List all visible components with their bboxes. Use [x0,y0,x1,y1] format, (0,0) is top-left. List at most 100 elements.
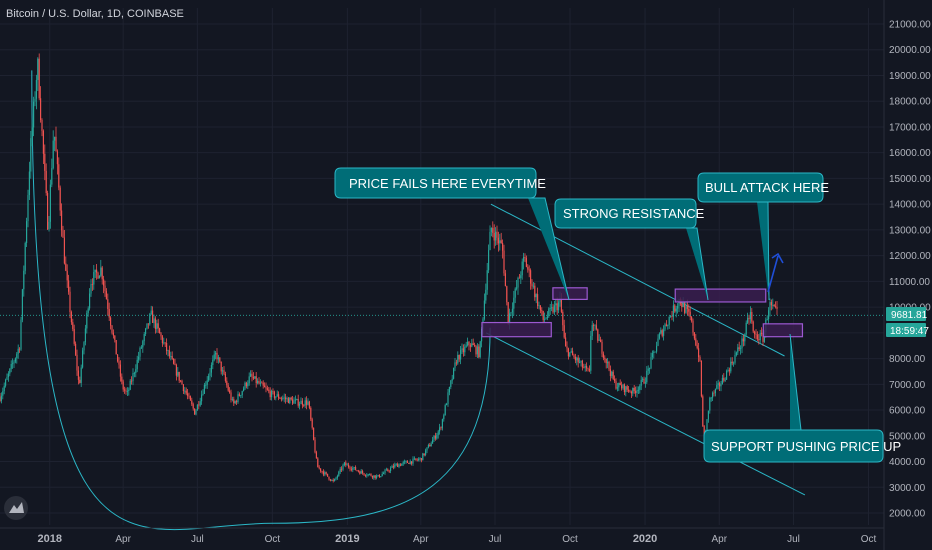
candle-body [521,261,523,276]
candle-body [612,371,614,380]
candle-body [461,348,463,350]
candle-body [430,443,432,447]
candle-body [579,362,581,364]
candle-body [259,382,261,384]
time-tick-label: 2018 [38,533,62,545]
candle-body [754,331,756,334]
candle-body [94,269,96,273]
candle-body [10,363,12,369]
callout-strong-resistance[interactable]: STRONG RESISTANCE [554,198,709,301]
price-axis[interactable]: 21000.00 20000.00 19000.00 18000.00 17000.00… [883,0,932,550]
candle-body [646,370,648,383]
candle-body [111,325,113,333]
candle-body [748,317,750,320]
candle-body [419,458,421,460]
candle-body [531,283,533,287]
price-tick-label: 15000.00 [889,174,931,185]
candle-body [665,324,667,326]
candle-body [573,355,575,358]
candle-body [314,439,316,453]
candle-body [730,361,732,372]
candle-body [153,318,155,323]
candle-body [146,323,148,329]
candle-body [294,399,296,401]
candle-body [257,380,259,384]
candle-body [104,285,106,292]
candle-body [48,221,50,230]
candle-body [101,267,103,280]
bull-arrow[interactable] [767,252,784,293]
candle-body [630,391,632,394]
candle-body [332,479,334,481]
candle-body [122,381,124,390]
price-tick-label: 21000.00 [889,20,931,31]
candle-body [580,360,582,363]
candle-body [658,333,660,339]
callout-bull-attack[interactable]: BULL ATTACK HERE [697,172,829,301]
candle-body [163,342,165,344]
candle-body [360,471,362,474]
candle-body [58,164,60,188]
candle-body [670,316,672,318]
candle-body [93,272,95,285]
resistance-zone [674,288,767,303]
candle-body [632,387,634,394]
candle-body [511,308,513,313]
candle-body [353,467,355,469]
last-price-badge: 9681.81 18:59:47 [886,307,929,337]
candle-body [534,285,536,298]
candle-body [118,361,120,365]
time-axis[interactable]: 2018 Apr Jul Oct 2019 Apr Jul Oct 2020 Apr Jul Oct [0,527,884,545]
candle-body [735,352,737,355]
candle-body [516,287,518,289]
candle-body [766,319,768,320]
candle-body [238,394,240,396]
candle-body [140,347,142,349]
candle-body [719,383,721,387]
time-tick-label: Jul [191,534,204,545]
candle-body [115,339,117,355]
candle-body [0,395,3,401]
candle-body [609,369,611,377]
price-tick-label: 11000.00 [889,277,930,288]
callout-support-pushing[interactable]: SUPPORT PUSHING PRICE UP [703,333,901,463]
candle-body [440,427,442,429]
callout-price-fails[interactable]: PRICE FAILS HERE EVERYTIME [334,167,570,301]
candle-body [467,341,469,346]
candle-body [373,475,375,478]
candle-body [693,332,695,339]
candle-body [733,362,735,364]
callout-price-fails-text: PRICE FAILS HERE EVERYTIME [349,176,546,191]
candle-body [492,227,494,233]
support-zone [762,323,804,338]
candle-body [12,363,14,365]
time-tick-label: Apr [711,534,727,545]
candle-body [376,475,378,478]
candle-body [751,312,753,322]
candle-body [315,452,317,459]
candle-body [380,476,382,478]
candle-body [124,389,126,391]
candle-body [318,467,320,469]
candle-body [567,348,569,357]
candle-body [367,474,369,476]
candle-body [439,427,441,432]
candle-body [156,323,158,329]
candle-body [166,342,168,351]
candle-body [682,302,684,308]
candle-body [272,390,274,392]
candle-body [226,380,228,386]
candle-body [110,317,112,326]
candle-body [524,256,526,259]
candle-body [404,461,406,463]
candle-body [691,317,693,321]
candle-body [31,127,33,139]
candle-body [215,352,217,355]
candle-body [734,354,736,363]
candle-body [335,477,337,479]
candle-body [434,435,436,439]
candle-body [447,392,449,404]
last-price-value: 9681.81 [891,310,928,321]
tradingview-logo[interactable] [4,496,28,520]
